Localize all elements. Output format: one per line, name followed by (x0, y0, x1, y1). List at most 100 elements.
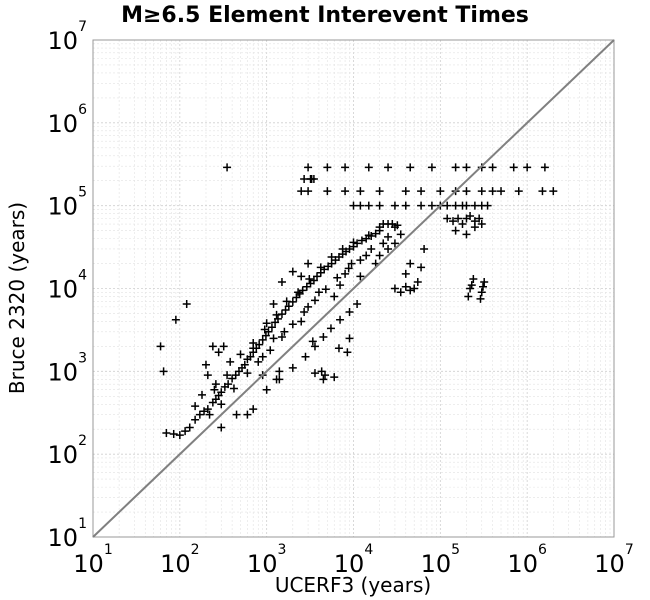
data-point (497, 187, 506, 196)
data-point (344, 264, 353, 273)
data-point (540, 163, 549, 172)
data-point (305, 275, 314, 284)
x-tick-label: 107 (594, 542, 633, 578)
data-point (523, 163, 532, 172)
data-point (269, 299, 278, 308)
data-point (356, 187, 365, 196)
data-point (310, 342, 319, 351)
data-point (467, 281, 476, 290)
data-point (277, 277, 286, 286)
data-point (375, 251, 384, 260)
data-point (401, 201, 410, 210)
data-point (175, 431, 184, 440)
data-point (273, 314, 282, 323)
data-point (349, 238, 358, 247)
data-point (297, 187, 306, 196)
data-point (309, 174, 318, 183)
data-point (304, 302, 313, 311)
data-point (488, 187, 497, 196)
data-point (458, 220, 467, 229)
data-point (226, 357, 235, 366)
data-point (316, 263, 325, 272)
data-point (462, 163, 471, 172)
data-point (343, 348, 352, 357)
plot-frame (92, 39, 615, 538)
data-point (466, 212, 475, 221)
data-point (240, 360, 249, 369)
data-point (406, 286, 415, 295)
data-point (549, 187, 558, 196)
data-point (476, 294, 485, 303)
data-point (347, 259, 356, 268)
data-point (262, 319, 271, 328)
data-point (309, 276, 318, 285)
data-point (217, 423, 226, 432)
data-point (282, 297, 291, 306)
x-axis-tick-labels: 101 102 103 104 105 106 107 (73, 542, 633, 578)
data-point (258, 335, 267, 344)
y-tick-label: 106 (48, 102, 88, 138)
data-point (396, 288, 405, 297)
data-point (451, 201, 460, 210)
data-point (171, 315, 180, 324)
data-point (480, 277, 489, 286)
data-point (420, 244, 429, 253)
data-point (182, 299, 191, 308)
data-point (260, 325, 269, 334)
chart-title: M≥6.5 Element Interevent Times (121, 3, 529, 28)
data-point (393, 221, 402, 230)
data-point (427, 201, 436, 210)
data-point (462, 187, 471, 196)
data-point (327, 253, 336, 262)
data-point (197, 390, 206, 399)
data-point (509, 163, 518, 172)
data-point (321, 371, 330, 380)
data-point (169, 430, 178, 439)
data-point (262, 385, 271, 394)
data-point (277, 332, 286, 341)
data-point (330, 373, 339, 382)
data-point (288, 320, 297, 329)
data-point (477, 220, 486, 229)
x-tick-label: 104 (334, 542, 374, 578)
data-point (396, 230, 405, 239)
data-point (357, 236, 366, 245)
data-point (323, 163, 332, 172)
data-point (349, 201, 358, 210)
data-point (310, 369, 319, 378)
data-point (384, 244, 393, 253)
data-point (417, 263, 426, 272)
data-point (223, 163, 232, 172)
data-point (410, 284, 419, 293)
data-point (477, 288, 486, 297)
data-point (336, 315, 345, 324)
data-point (323, 187, 332, 196)
data-point (243, 410, 252, 419)
data-point (304, 259, 313, 268)
data-point (181, 427, 190, 436)
data-point (477, 187, 486, 196)
y-tick-label: 101 (48, 516, 87, 552)
data-point (462, 201, 471, 210)
data-point (390, 239, 399, 248)
data-point (294, 288, 303, 297)
data-point (341, 187, 350, 196)
reference-line (92, 39, 615, 538)
data-point (304, 163, 313, 172)
data-point (353, 299, 362, 308)
data-point (224, 380, 233, 389)
data-point (243, 369, 252, 378)
data-point (401, 282, 410, 291)
data-point (201, 360, 210, 369)
data-point (229, 384, 238, 393)
data-point (288, 363, 297, 372)
y-tick-label: 102 (48, 433, 87, 469)
data-point (451, 163, 460, 172)
data-point (288, 267, 297, 276)
data-point (417, 201, 426, 210)
data-point (219, 342, 228, 351)
y-axis-tick-labels: 101 102 103 104 105 106 107 (48, 19, 88, 552)
data-point (336, 281, 345, 290)
data-point (249, 405, 258, 414)
x-tick-label: 102 (160, 542, 199, 578)
